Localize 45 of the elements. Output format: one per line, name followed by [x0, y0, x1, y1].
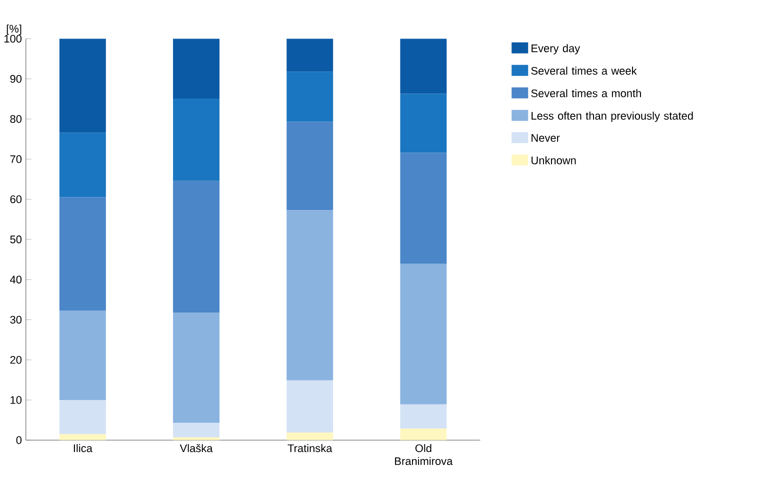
y-tick-label: 80: [10, 115, 22, 123]
bar: [173, 180, 220, 312]
y-tick-label: 60: [10, 195, 22, 204]
bar: [59, 434, 106, 440]
bar: [400, 264, 447, 404]
legend-label: Every day: [532, 44, 580, 54]
bar: [59, 310, 106, 400]
x-tick-label: Ilica: [74, 444, 92, 452]
bar: [286, 72, 334, 122]
bar: [59, 132, 106, 198]
legend-label: Several times a week: [531, 66, 637, 75]
y-tick-label: 70: [10, 155, 22, 163]
bar: [400, 428, 447, 440]
y-tick-label: 40: [10, 276, 22, 284]
bar: [400, 152, 447, 264]
legend-label: Unknown: [532, 156, 576, 164]
bar: [173, 422, 220, 438]
bar: [400, 404, 447, 428]
x-tick-label: Tratinska: [288, 444, 332, 452]
y-tick-label: 90: [10, 74, 22, 83]
legend-label: Less often than previously stated: [532, 112, 693, 122]
y-tick-label: 20: [10, 356, 22, 364]
x-tick-label: Old Branimirova: [395, 444, 453, 465]
legend-label: Several times a month: [531, 89, 641, 98]
bar: [286, 380, 334, 432]
y-tick-label: 50: [10, 235, 22, 244]
legend-label: Never: [532, 134, 560, 142]
x-tick-label: Vlaška: [180, 444, 213, 452]
bar: [173, 98, 220, 181]
bar: [59, 197, 106, 310]
bar: [59, 38, 106, 133]
y-tick-label: 10: [10, 396, 22, 404]
bar: [400, 94, 447, 153]
bar: [400, 38, 447, 94]
bar: [286, 210, 334, 380]
bar: [173, 312, 220, 423]
bar: [286, 122, 334, 210]
bar: [286, 38, 334, 72]
bar: [173, 38, 220, 98]
y-tick-label: 30: [10, 316, 22, 324]
y-axis-title: [%]: [6, 24, 22, 35]
y-tick-label: 100: [4, 34, 22, 43]
y-tick-label: 0: [16, 436, 22, 444]
bar: [59, 400, 106, 434]
bar: [286, 432, 334, 440]
